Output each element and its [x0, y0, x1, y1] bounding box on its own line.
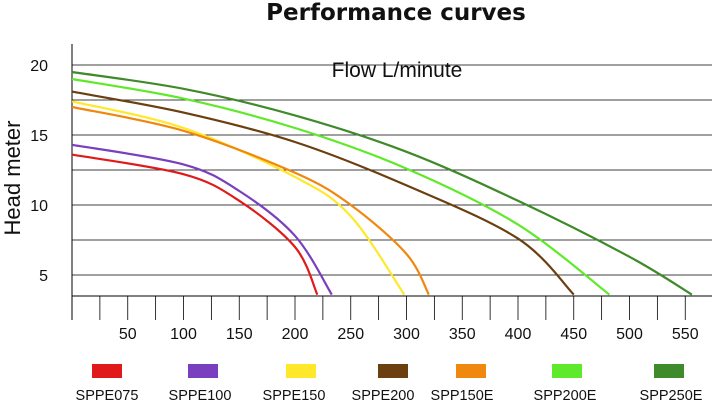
legend-label: SPP150E [431, 388, 494, 402]
x-tick-label: 150 [226, 326, 253, 343]
legend-swatch-spp200e [552, 364, 582, 378]
x-tick-label: 400 [505, 326, 532, 343]
legend-label: SPPE100 [169, 388, 232, 402]
x-tick-label: 250 [337, 326, 364, 343]
legend-swatch-spp250e [654, 364, 684, 378]
x-tick-label: 550 [672, 326, 699, 343]
series-line-spp200e [71, 77, 611, 296]
flow-annotation: Flow L/minute [332, 59, 463, 82]
x-tick-label: 50 [119, 326, 137, 343]
legend: SPPE075 SPPE100 SPPE150 SPPE200 SPP150E SPP20… [76, 364, 703, 402]
y-tick-label: 10 [30, 198, 48, 215]
x-tick-label: 450 [560, 326, 587, 343]
legend-label: SPP250E [640, 388, 703, 402]
legend-label: SPPE200 [352, 388, 415, 402]
y-tick-label: 15 [30, 128, 48, 145]
y-tick-label: 5 [39, 268, 48, 285]
x-tick-label: 200 [282, 326, 309, 343]
legend-swatch-spp150e [456, 364, 486, 378]
series-line-sppe075 [71, 153, 319, 296]
series-line-sppe100 [71, 143, 333, 296]
legend-label: SPPE150 [263, 388, 326, 402]
legend-swatch-sppe150 [286, 364, 316, 378]
axes [71, 44, 712, 320]
chart-title: Performance curves [266, 0, 526, 26]
x-tick-label: 350 [449, 326, 476, 343]
legend-label: SPPE075 [76, 388, 139, 402]
legend-swatch-sppe200 [378, 364, 408, 378]
series-line-sppe150 [71, 100, 406, 296]
x-tick-label: 500 [616, 326, 643, 343]
x-tick-label: 300 [393, 326, 420, 343]
axis-labels: 50 100 150 200 250 300 350 400 450 500 550 5 10 15 20 H… [0, 58, 699, 343]
series-line-sppe200 [71, 90, 575, 296]
series-line-spp150e [71, 105, 430, 296]
y-tick-label: 20 [30, 58, 48, 75]
x-tick-label: 100 [170, 326, 197, 343]
legend-swatch-sppe100 [188, 364, 218, 378]
series-line-spp250e [71, 70, 693, 296]
y-axis-label: Head meter [0, 121, 25, 236]
legend-swatch-sppe075 [92, 364, 122, 378]
legend-label: SPP200E [534, 388, 597, 402]
series-curves [71, 70, 693, 296]
